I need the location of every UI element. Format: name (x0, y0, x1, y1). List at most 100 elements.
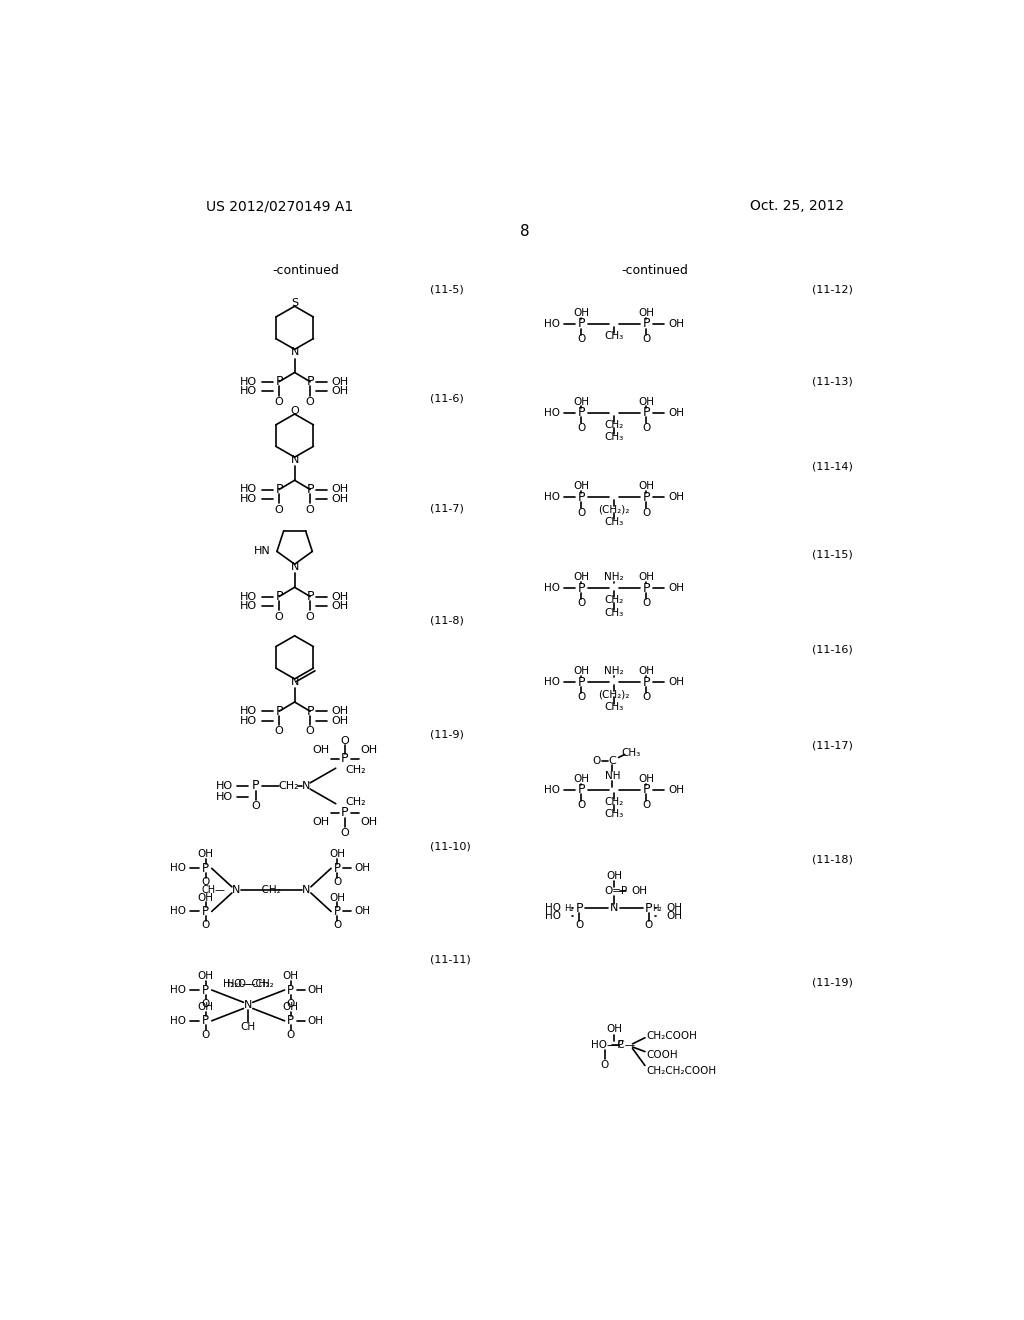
Text: HO: HO (241, 376, 257, 387)
Text: OH: OH (669, 408, 684, 417)
Text: P: P (288, 1014, 294, 1027)
Text: HO: HO (241, 484, 257, 495)
Text: (11-5): (11-5) (430, 284, 464, 294)
Text: (11-15): (11-15) (812, 550, 852, 560)
Text: P: P (578, 407, 585, 418)
Text: P: P (306, 590, 314, 603)
Text: S: S (291, 298, 298, 308)
Text: OH: OH (360, 744, 378, 755)
Text: OH: OH (332, 715, 349, 726)
Text: OH: OH (667, 903, 683, 913)
Text: (11-16): (11-16) (812, 644, 852, 655)
Text: OH: OH (283, 972, 299, 981)
Text: O: O (306, 397, 314, 407)
Text: N: N (232, 884, 241, 895)
Text: OH: OH (332, 591, 349, 602)
Text: OH: OH (332, 484, 349, 495)
Text: OH: OH (308, 1016, 324, 1026)
Text: P: P (575, 902, 583, 915)
Text: NH: NH (604, 771, 621, 781)
Text: O: O (642, 800, 650, 810)
Text: OH: OH (669, 319, 684, 329)
Text: -continued: -continued (272, 264, 340, 277)
Text: H₂O—CH₂: H₂O—CH₂ (222, 979, 269, 989)
Text: OH: OH (198, 1002, 213, 1012)
Text: O: O (274, 611, 284, 622)
Text: CH₂: CH₂ (345, 797, 366, 807)
Text: OH: OH (312, 817, 330, 828)
Text: H₂: H₂ (652, 904, 663, 913)
Text: O: O (290, 407, 299, 416)
Text: OH: OH (573, 308, 590, 318)
Text: (11-6): (11-6) (430, 393, 464, 404)
Text: P: P (643, 491, 650, 504)
Text: N: N (302, 781, 310, 791)
Text: O: O (341, 735, 349, 746)
Text: O: O (274, 397, 284, 407)
Text: HO: HO (544, 408, 560, 417)
Text: P: P (643, 676, 650, 689)
Text: O: O (202, 878, 210, 887)
Text: O: O (287, 999, 295, 1008)
Text: CH: CH (241, 1022, 256, 1032)
Text: P: P (275, 705, 283, 718)
Text: OH: OH (330, 892, 345, 903)
Text: HO: HO (544, 677, 560, 686)
Text: P: P (306, 705, 314, 718)
Text: OH: OH (360, 817, 378, 828)
Text: O: O (252, 801, 260, 810)
Text: OH: OH (639, 774, 654, 784)
Text: OH: OH (573, 482, 590, 491)
Text: P: P (202, 1014, 209, 1027)
Text: OH: OH (308, 985, 324, 995)
Text: HO: HO (241, 591, 257, 602)
Text: OH: OH (354, 863, 371, 874)
Text: (11-18): (11-18) (812, 854, 852, 865)
Text: HO—P: HO—P (591, 1040, 624, 1051)
Text: OH: OH (283, 1002, 299, 1012)
Text: CH₃: CH₃ (604, 331, 624, 342)
Text: P: P (341, 752, 349, 766)
Text: HO: HO (545, 911, 561, 921)
Text: N: N (291, 677, 299, 686)
Text: O: O (274, 504, 284, 515)
Text: HO: HO (170, 985, 186, 995)
Text: OH: OH (667, 911, 683, 921)
Text: CH₂COOH: CH₂COOH (646, 1031, 697, 1041)
Text: OH: OH (332, 601, 349, 611)
Text: H₂O—CH₂: H₂O—CH₂ (227, 979, 273, 989)
Text: O: O (578, 693, 586, 702)
Text: P: P (578, 676, 585, 689)
Text: P: P (252, 779, 260, 792)
Text: (11-13): (11-13) (812, 376, 852, 387)
Text: OH: OH (639, 482, 654, 491)
Text: (CH₂)₂: (CH₂)₂ (598, 504, 630, 515)
Text: OH: OH (639, 667, 654, 676)
Text: CH₂: CH₂ (604, 797, 624, 807)
Text: OH: OH (332, 385, 349, 396)
Text: HO: HO (170, 1016, 186, 1026)
Text: OH: OH (639, 397, 654, 407)
Text: CH₃: CH₃ (604, 432, 624, 442)
Text: O: O (642, 508, 650, 517)
Text: (11-9): (11-9) (430, 730, 464, 739)
Text: -continued: -continued (622, 264, 688, 277)
Text: (11-12): (11-12) (812, 284, 852, 294)
Text: P: P (334, 862, 341, 875)
Text: HO: HO (544, 492, 560, 502)
Text: O: O (642, 334, 650, 345)
Text: O: O (333, 920, 341, 931)
Text: OH: OH (573, 667, 590, 676)
Text: HO: HO (241, 494, 257, 504)
Text: (11-8): (11-8) (430, 615, 464, 626)
Text: P: P (643, 317, 650, 330)
Text: O: O (333, 878, 341, 887)
Text: OH: OH (669, 492, 684, 502)
Text: HN: HN (254, 546, 270, 557)
Text: OH: OH (198, 972, 213, 981)
Text: P: P (275, 590, 283, 603)
Text: HO: HO (241, 385, 257, 396)
Text: P: P (643, 582, 650, 594)
Text: HO: HO (241, 715, 257, 726)
Text: OH: OH (312, 744, 330, 755)
